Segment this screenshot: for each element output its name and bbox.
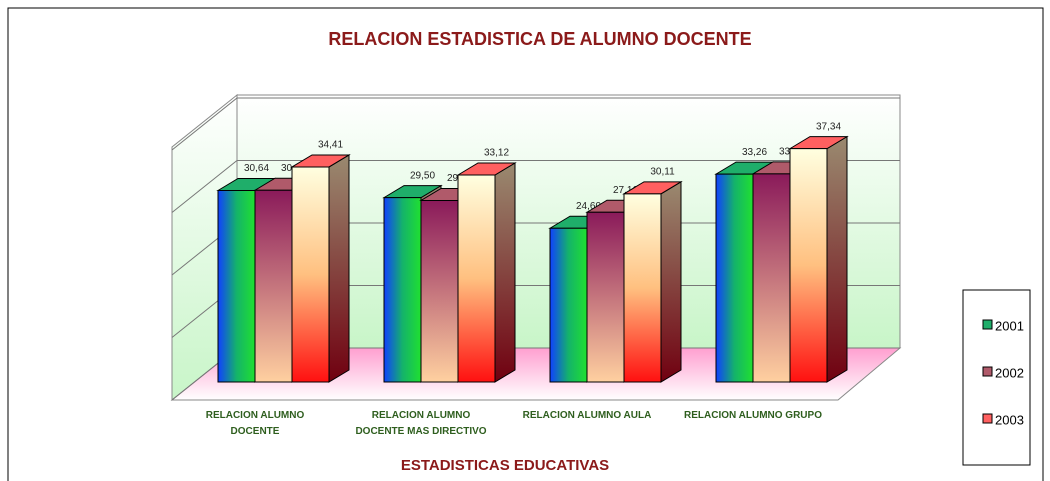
x-tick-label: RELACION ALUMNO GRUPO bbox=[684, 410, 822, 421]
value-label: 29,50 bbox=[410, 170, 435, 181]
legend-swatch bbox=[982, 366, 993, 377]
x-tick-label: RELACION ALUMNO DOCENTE bbox=[205, 410, 305, 437]
bar bbox=[456, 162, 517, 383]
x-axis-title: ESTADISTICAS EDUCATIVAS bbox=[401, 457, 609, 474]
value-label: 30,11 bbox=[650, 166, 675, 177]
x-tick-label: RELACION ALUMNO DOCENTE MAS DIRECTIVO bbox=[355, 410, 487, 437]
bar bbox=[290, 154, 351, 383]
legend-swatch bbox=[982, 413, 993, 424]
grid-line bbox=[171, 160, 900, 213]
bar bbox=[622, 180, 683, 383]
chart-title: RELACION ESTADISTICA DE ALUMNO DOCENTE bbox=[328, 29, 751, 49]
value-label: 33,12 bbox=[484, 148, 509, 159]
legend-label: 2002 bbox=[995, 365, 1024, 380]
legend-label: 2001 bbox=[995, 318, 1024, 333]
value-label: 27,16 bbox=[613, 185, 638, 196]
value-label: 24,60 bbox=[576, 201, 601, 212]
frame bbox=[7, 7, 1044, 481]
legend-swatch bbox=[982, 319, 993, 330]
value-label: 37,34 bbox=[816, 121, 841, 132]
legend bbox=[962, 289, 1031, 466]
bar bbox=[788, 135, 849, 383]
value-label: 30,64 bbox=[244, 163, 269, 174]
value-label: 34,41 bbox=[318, 140, 343, 151]
legend-label: 2003 bbox=[995, 412, 1024, 427]
grid-line bbox=[171, 97, 900, 151]
value-label: 33,26 bbox=[742, 147, 767, 158]
x-tick-label: RELACION ALUMNO AULA bbox=[522, 410, 652, 421]
